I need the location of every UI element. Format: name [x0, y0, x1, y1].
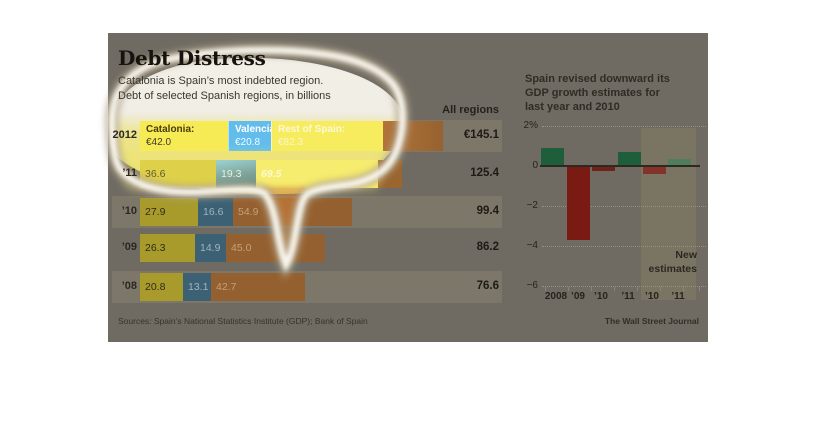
bar-11-catalonia: 36.6 — [140, 160, 221, 188]
gdp-chart-title-line-1: Spain revised downward its — [525, 73, 670, 85]
gdp-chart-title-line-3: last year and 2010 — [525, 101, 620, 113]
y-tick-2pct: 2% — [523, 120, 538, 131]
rest-of-spain-label: Rest of Spain: — [278, 124, 346, 135]
zero-axis-line — [540, 165, 700, 167]
axis-tick — [683, 287, 684, 291]
x-tick-11: ’11 — [621, 291, 635, 302]
gridline-plus2 — [542, 126, 706, 127]
total-09: 86.2 — [476, 241, 499, 253]
bar-10-rest-of-spain: 54.9 — [233, 198, 352, 226]
axis-tick — [614, 287, 615, 291]
year-label-2012: 2012 — [112, 129, 137, 141]
x-tick-09: ’09 — [571, 291, 585, 302]
bar-09-rest-of-spain: 45.0 — [226, 234, 325, 262]
year-label-10: ’10 — [121, 205, 137, 217]
chart-panel: Debt Distress Catalonia is Spain’s most … — [108, 33, 708, 342]
gridline-minus6 — [542, 286, 706, 287]
y-tick-neg6: −6 — [526, 280, 538, 291]
column-header-all-regions: All regions — [442, 104, 499, 116]
gdp-bar-11 — [618, 152, 641, 166]
axis-tick — [591, 287, 592, 291]
bar-11-rest-of-spain-highlighted: 69.5 — [256, 160, 383, 188]
bar-11-valencia: 19.3 — [216, 160, 261, 188]
total-11: 125.4 — [470, 167, 499, 179]
axis-tick — [660, 287, 661, 291]
annotation-estimates: estimates — [648, 263, 697, 275]
x-tick-2008: 2008 — [544, 291, 568, 302]
year-label-11: ’11 — [122, 167, 137, 179]
total-08: 76.6 — [476, 280, 499, 292]
x-tick-10: ’10 — [594, 291, 608, 302]
gridline-minus4 — [542, 246, 706, 247]
catalonia-label: Catalonia: — [146, 124, 195, 135]
rest-of-spain-value: €82.3 — [278, 137, 304, 148]
axis-tick — [637, 287, 638, 291]
total-10: 99.4 — [476, 205, 499, 217]
gdp-bar-2008 — [541, 148, 564, 166]
valencia-value: €20.8 — [235, 137, 261, 148]
x-tick-11-new: ’11 — [671, 291, 685, 302]
total-2012: €145.1 — [463, 129, 499, 141]
bar-2012-catalonia: Catalonia: €42.0 — [140, 121, 228, 151]
gdp-bar-11-new — [668, 159, 691, 166]
y-tick-0: 0 — [532, 160, 538, 171]
gdp-bar-09 — [567, 167, 590, 240]
bar-08-rest-of-spain: 42.7 — [211, 273, 305, 301]
bar-09-catalonia: 26.3 — [140, 234, 200, 262]
new-estimates-band — [641, 128, 696, 300]
catalonia-value: €42.0 — [146, 137, 172, 148]
year-label-08: ’08 — [121, 280, 137, 292]
x-tick-10-new: ’10 — [645, 291, 659, 302]
gdp-chart-title-line-2: GDP growth estimates for — [525, 87, 660, 99]
bar-2012-rest-of-spain-label-zone: Rest of Spain: €82.3 — [271, 121, 384, 151]
year-label-09: ’09 — [121, 241, 137, 253]
sources-line: Sources: Spain’s National Statistics Ins… — [118, 316, 368, 326]
gridline-minus2 — [542, 206, 706, 207]
gdp-bar-10-new — [643, 167, 666, 174]
axis-tick — [545, 287, 546, 291]
page-title: Debt Distress — [118, 46, 266, 70]
bar-2012-valencia: Valencia: €20.8 — [228, 121, 272, 151]
subtitle-line-1: Catalonia is Spain’s most indebted regio… — [118, 75, 324, 87]
bar-10-valencia: 16.6 — [198, 198, 238, 226]
subtitle-line-2: Debt of selected Spanish regions, in bil… — [118, 90, 331, 102]
valencia-label: Valencia: — [235, 124, 272, 135]
y-tick-neg2: −2 — [526, 200, 538, 211]
y-tick-neg4: −4 — [526, 240, 538, 251]
gdp-bar-10 — [592, 167, 615, 171]
bar-10-catalonia: 27.9 — [140, 198, 203, 226]
annotation-new: New — [675, 249, 697, 261]
axis-tick — [699, 287, 700, 291]
bar-08-catalonia: 20.8 — [140, 273, 188, 301]
axis-tick — [568, 287, 569, 291]
credit-wsj: The Wall Street Journal — [604, 316, 699, 326]
